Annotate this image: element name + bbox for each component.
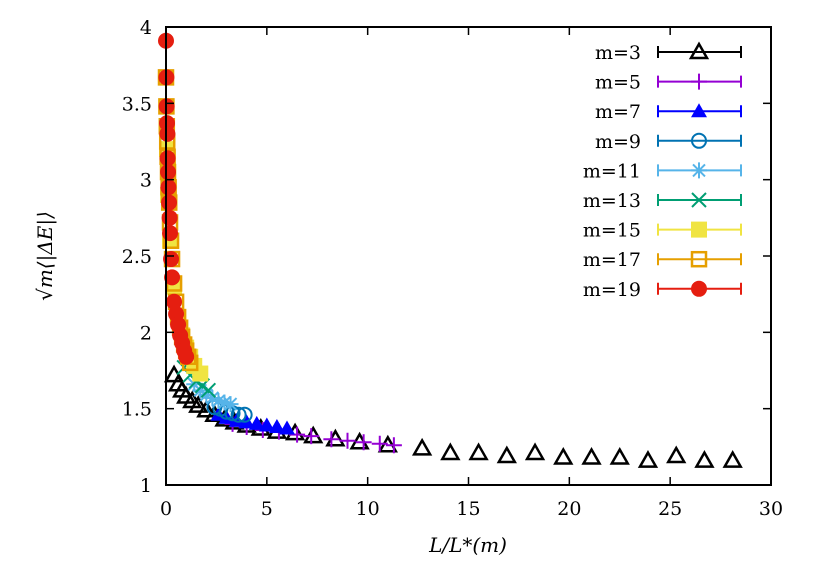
data-point — [371, 435, 388, 452]
y-tick-label: 1 — [140, 475, 152, 497]
legend-marker — [691, 280, 707, 297]
legend-line — [657, 46, 742, 58]
data-point — [553, 447, 574, 465]
y-tick-label: 2 — [140, 322, 152, 344]
data-point — [204, 389, 221, 406]
series-m-11 — [186, 376, 239, 413]
data-point — [163, 251, 180, 268]
data-point — [159, 150, 176, 167]
data-point — [164, 269, 181, 286]
legend-label: m=5 — [595, 72, 641, 94]
data-point — [355, 434, 372, 451]
x-tick-label: 0 — [160, 498, 172, 520]
data-point — [210, 393, 227, 410]
legend-entry: m=15 — [583, 220, 742, 242]
data-point — [192, 365, 209, 382]
y-axis-label: √m⟨|ΔE|⟩ — [33, 211, 58, 301]
data-point — [468, 442, 489, 461]
legend-entry: m=19 — [583, 279, 742, 301]
legend-label: m=9 — [595, 131, 641, 153]
data-point — [581, 447, 602, 465]
legend-entry: m=7 — [595, 101, 742, 123]
y-tick-label: 1.5 — [122, 399, 152, 421]
legend-line — [657, 134, 742, 147]
legend-marker — [690, 250, 708, 268]
data-point — [722, 450, 743, 468]
data-point — [524, 442, 546, 461]
data-point — [188, 395, 209, 413]
data-point — [694, 450, 715, 468]
data-point — [303, 428, 320, 445]
data-point — [236, 406, 253, 423]
data-point — [159, 125, 176, 142]
legend-entry: m=13 — [583, 190, 742, 212]
data-point — [496, 445, 517, 464]
data-point — [323, 431, 340, 448]
axis-ticks: 0 5 10 15 20 25 30 1 1.5 2 2.5 3 3.5 4 — [122, 17, 783, 520]
x-axis-label: L/L*(m) — [428, 533, 507, 557]
legend-marker — [691, 221, 707, 238]
legend-label: m=19 — [583, 279, 641, 301]
data-point — [160, 164, 177, 181]
data-point — [339, 432, 356, 449]
data-point — [200, 382, 217, 399]
legend-marker — [691, 162, 707, 179]
x-tick-label: 15 — [456, 498, 480, 520]
data-point — [258, 417, 275, 432]
data-point — [385, 437, 402, 454]
data-point — [222, 396, 239, 413]
y-tick-label: 4 — [140, 17, 152, 39]
y-tick-label: 3.5 — [122, 93, 152, 115]
legend-entry: m=5 — [595, 72, 742, 94]
data-point — [160, 179, 177, 196]
data-point — [196, 399, 217, 418]
data-point — [162, 225, 179, 242]
data-point — [637, 450, 659, 468]
legend-label: m=17 — [583, 249, 641, 271]
data-point — [230, 406, 247, 423]
y-tick-label: 3 — [140, 170, 152, 192]
legend-marker — [691, 132, 707, 149]
legend-entry: m=17 — [583, 249, 742, 271]
data-point — [166, 293, 183, 310]
x-tick-label: 5 — [261, 498, 273, 520]
data-point — [192, 382, 209, 399]
data-point — [198, 386, 215, 403]
legend: m=3 m=5 m=7 m=9 m=11 m=13 m=15 m=17 m=19 — [583, 41, 742, 301]
data-point — [666, 445, 687, 464]
legend-label: m=7 — [595, 101, 641, 123]
x-tick-label: 20 — [557, 498, 581, 520]
legend-entry: m=11 — [583, 160, 742, 182]
data-point — [440, 442, 461, 461]
data-point — [161, 194, 178, 211]
legend-line — [657, 253, 742, 266]
legend-entry: m=3 — [595, 41, 742, 64]
legend-label: m=11 — [583, 160, 641, 182]
legend-marker — [688, 41, 710, 60]
data-point — [268, 418, 285, 433]
legend-label: m=15 — [583, 220, 641, 242]
x-tick-label: 25 — [658, 498, 682, 520]
legend-entry: m=9 — [595, 131, 742, 153]
x-tick-label: 10 — [356, 498, 380, 520]
x-tick-label: 30 — [759, 498, 783, 520]
data-point — [161, 209, 178, 226]
legend-marker — [691, 73, 707, 90]
legend-label: m=13 — [583, 190, 641, 212]
data-point — [248, 415, 265, 430]
legend-marker — [691, 192, 707, 208]
data-point — [279, 420, 295, 435]
data-point — [178, 348, 195, 365]
y-tick-label: 2.5 — [122, 246, 152, 268]
legend-label: m=3 — [595, 42, 641, 64]
series-m-5 — [224, 415, 402, 454]
data-point — [289, 426, 306, 443]
data-marks — [157, 32, 743, 468]
data-point — [411, 437, 433, 456]
data-point — [609, 447, 630, 465]
legend-marker — [691, 103, 707, 118]
data-point — [216, 394, 233, 411]
